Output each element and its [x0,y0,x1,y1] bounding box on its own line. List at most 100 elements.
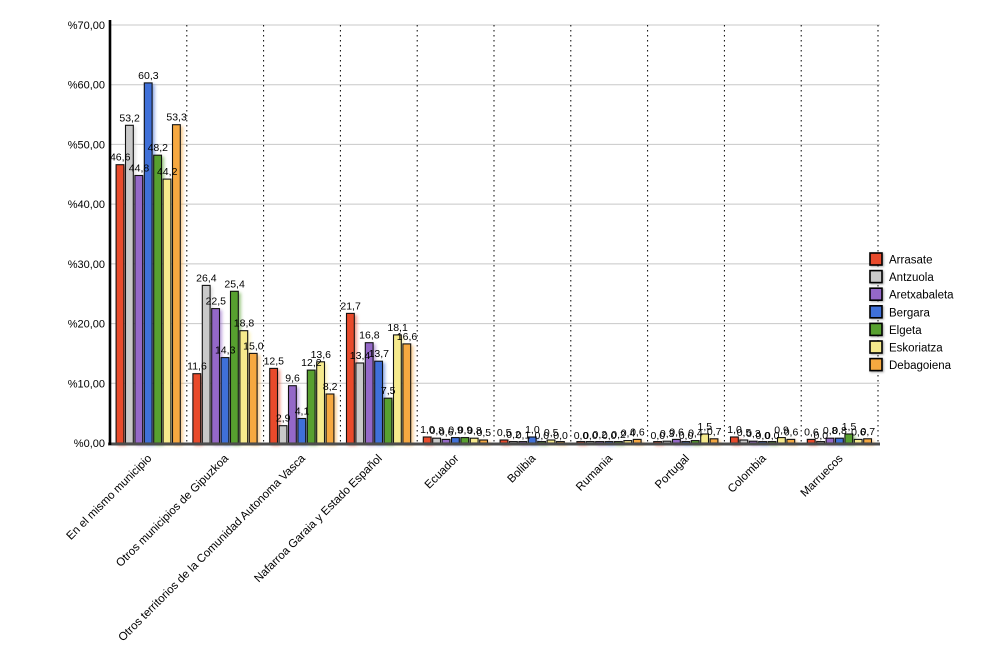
bar-debagoiena [325,393,335,444]
legend-swatch-antzuola [869,269,883,284]
bar-value-label: 0,5 [476,427,491,439]
bar-value-label: 0,0 [765,430,780,442]
bar-arrasate [345,312,355,444]
bar-elgeta [153,154,163,444]
bar-value-label: 0,0 [679,430,694,442]
bar-value-label: 0,6 [630,426,645,438]
bar-debagoiena [632,438,642,444]
bar-value-label: 0,0 [553,430,568,442]
bar-value-label: 11,6 [187,361,207,373]
x-axis-category-label: Portugal [653,453,692,492]
legend-label: Eskoriatza [889,343,943,355]
bar-value-label: 53,2 [119,112,140,124]
legend-swatch-arrasate [869,252,883,266]
x-axis-category-label: Colombia [726,452,769,495]
bar-value-label: 0,0 [602,430,617,442]
bar-antzuola [355,362,365,444]
bar-value-label: 0,8 [823,425,838,437]
bar-value-label: 0,8 [429,425,444,437]
bar-bergara [834,437,844,444]
bar-value-label: 15,0 [243,340,264,352]
bar-value-label: 13,6 [311,349,332,361]
bar-debagoiena [709,438,719,444]
bar-bergara [374,360,384,444]
bar-aretxabaleta [211,308,221,444]
bar-arrasate [192,373,202,444]
legend-label: Arrasate [889,255,932,267]
bar-value-label: 16,6 [397,331,418,343]
y-axis-tick-label: %50,00 [68,139,105,151]
bar-value-label: 0,8 [467,425,482,437]
bar-value-label: 0,6 [851,426,866,438]
bar-debagoiena [402,343,412,444]
bar-eskoriatza [853,438,863,444]
bar-value-label: 4,1 [295,406,310,418]
bar-arrasate [269,367,279,444]
x-axis-category-label: Rumania [574,452,615,493]
bar-debagoiena [863,438,873,444]
bar-value-label: 1,5 [842,421,857,433]
legend-label: Bergara [889,307,931,319]
bar-elgeta [383,397,393,444]
bar-value-label: 0,0 [574,430,589,442]
bar-value-label: 1,5 [697,421,712,433]
bar-elgeta [229,290,239,444]
bar-arrasate [115,164,125,444]
bar-value-label: 0,5 [737,427,752,439]
bar-value-label: 0,9 [458,425,473,437]
bar-value-label: 8,2 [323,381,338,393]
bar-value-label: 0,8 [832,425,847,437]
bar-bergara [143,82,153,444]
x-axis-category-label: En el mismo municipio [65,453,155,543]
bar-bergara [297,417,307,444]
bar-value-label: 46,6 [110,152,131,164]
legend-label: Aretxabaleta [889,290,954,302]
bar-value-label: 26,4 [196,272,217,284]
bar-value-label: 0,6 [439,426,454,438]
x-axis-category-label: Marruecos [799,452,846,499]
bar-value-label: 0,0 [583,430,598,442]
bar-value-label: 12,5 [264,355,285,367]
bar-value-label: 0,9 [774,425,789,437]
bar-aretxabaleta [134,174,144,444]
bar-value-label: 22,5 [206,296,227,308]
y-axis-tick-label: %20,00 [68,319,105,331]
legend-swatch-eskoriatza [869,340,883,354]
legend-swatch-elgeta [869,322,883,337]
bar-value-label: 9,6 [285,373,300,385]
bar-value-label: 60,3 [138,70,159,82]
bar-value-label: 0,7 [707,426,722,438]
bar-value-label: 1,0 [727,424,742,436]
bar-value-label: 1,0 [525,424,540,436]
bar-value-label: 0,4 [688,428,703,440]
bar-value-label: 0,0 [755,430,770,442]
bar-bergara [220,357,230,444]
y-axis-tick-label: %40,00 [68,199,105,211]
legend-label: Antzuola [889,272,934,284]
bar-value-label: 0,3 [660,428,675,440]
y-axis-tick-label: %70,00 [68,20,105,32]
bar-value-label: 0,5 [544,427,559,439]
bar-value-label: 0,6 [804,426,819,438]
bar-value-label: 25,4 [224,278,245,290]
bar-value-label: 21,7 [340,300,361,312]
legend-swatch-aretxabaleta [869,287,883,302]
bar-value-label: 14,3 [215,345,236,357]
bar-value-label: 0,6 [784,426,799,438]
bar-debagoiena [248,352,258,444]
bar-value-label: 0,3 [746,428,761,440]
bar-value-label: 2,9 [276,413,291,425]
bar-value-label: 0,0 [534,430,549,442]
legend-swatch-debagoiena [869,357,883,372]
y-axis-tick-label: %10,00 [68,378,105,390]
bar-value-label: 0,0 [650,430,665,442]
bar-value-label: 44,2 [157,166,178,178]
bar-arrasate [422,436,432,444]
bar-value-label: 13,4 [350,350,371,362]
bar-value-label: 0,2 [592,429,607,441]
bar-debagoiena [786,438,796,444]
bar-value-label: 13,7 [369,348,390,360]
bar-eskoriatza [316,361,326,444]
